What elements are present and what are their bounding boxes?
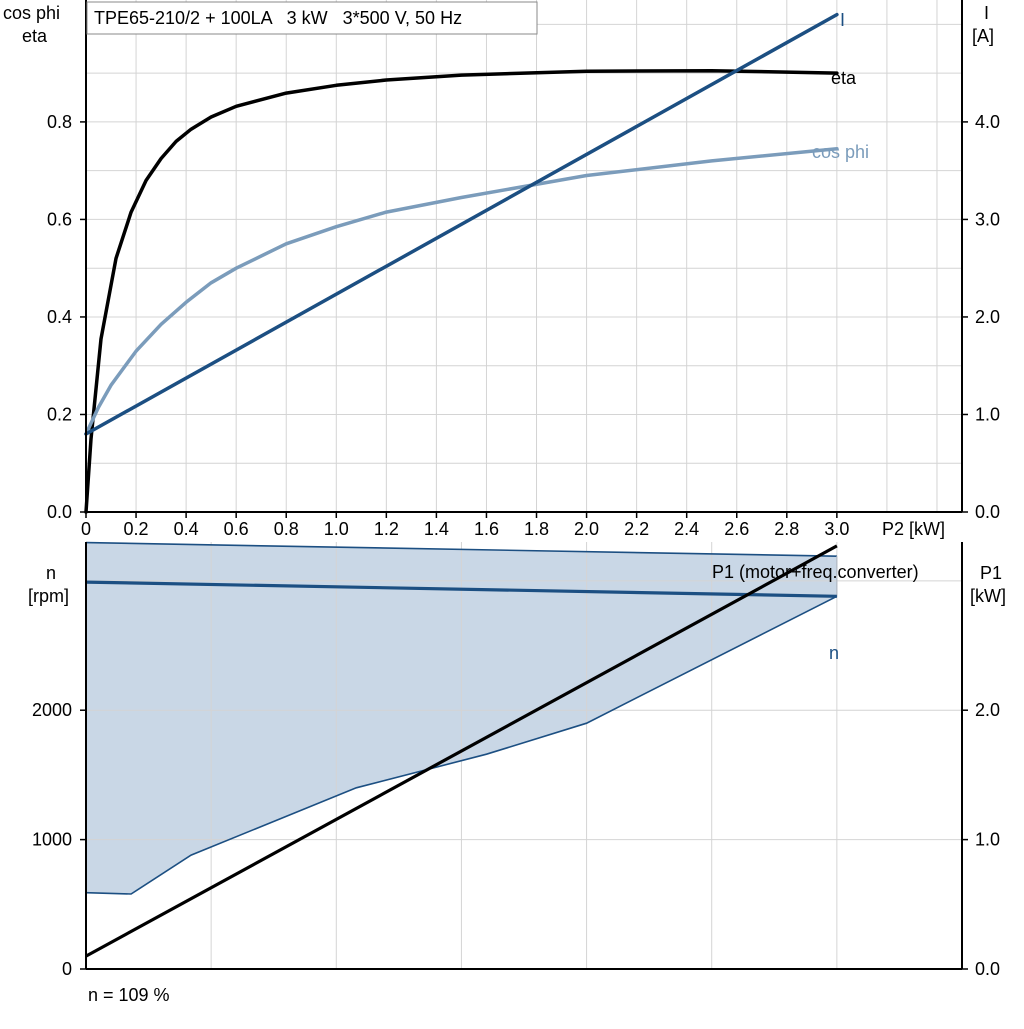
- bottom-left-tick-label: 0: [62, 959, 72, 979]
- top-right-tick-label: 1.0: [975, 404, 1000, 424]
- top-right-tick-label: 4.0: [975, 112, 1000, 132]
- top-x-axis-label: P2 [kW]: [882, 519, 945, 539]
- series-label-n: n: [829, 643, 839, 663]
- top-x-tick-label: 0.8: [274, 519, 299, 539]
- bottom-grid: [86, 542, 962, 969]
- series-label-eta: eta: [831, 68, 857, 88]
- top-right-tick-label: 3.0: [975, 209, 1000, 229]
- top-x-tick-label: 1.2: [374, 519, 399, 539]
- top-x-tick-label: 2.0: [574, 519, 599, 539]
- bottom-right-axis-label-unit: [kW]: [970, 586, 1006, 606]
- top-right-axis-label-i: I: [984, 3, 989, 23]
- series-line-eta: [84, 68, 839, 514]
- series-line-p1-motor-freq-converter: [85, 544, 838, 958]
- top-right-tick-label: 0.0: [975, 502, 1000, 522]
- series-label-p1: P1 (motor+freq.converter): [712, 562, 919, 582]
- top-x-tick-label: 1.8: [524, 519, 549, 539]
- top-x-tick-label: 0: [81, 519, 91, 539]
- bottom-left-tick-label: 2000: [32, 700, 72, 720]
- top-left-tick-label: 0.4: [47, 307, 72, 327]
- bottom-left-axis-label-unit: [rpm]: [28, 586, 69, 606]
- top-x-tick-label: 1.6: [474, 519, 499, 539]
- top-axes: [85, 0, 963, 513]
- top-left-axis-label-eta: eta: [22, 26, 48, 46]
- bottom-axes: [85, 542, 963, 970]
- top-chart-title: TPE65-210/2 + 100LA 3 kW 3*500 V, 50 Hz: [94, 8, 462, 28]
- top-x-tick-label: 0.2: [124, 519, 149, 539]
- top-title-box: [86, 1, 538, 35]
- top-x-tick-label: 2.6: [724, 519, 749, 539]
- top-x-tick-label: 2.8: [774, 519, 799, 539]
- top-x-tick-label: 0.4: [174, 519, 199, 539]
- operating-range-upper-edge: [85, 541, 837, 557]
- speed-percent-footnote: n = 109 %: [88, 985, 170, 1005]
- bottom-chart-speed-power: 0 1000 2000 0.0 1.0 2.0 n [rpm] P1 [kW] P1 (m…: [28, 541, 1006, 1005]
- series-line-n: [85, 580, 837, 598]
- bottom-right-tick-label: 2.0: [975, 700, 1000, 720]
- top-left-axis-label-cos-phi: cos phi: [3, 3, 60, 23]
- series-label-cos-phi: cos phi: [812, 142, 869, 162]
- bottom-right-tick-label: 0.0: [975, 959, 1000, 979]
- top-x-tick-label: 1.0: [324, 519, 349, 539]
- top-left-tick-label: 0.6: [47, 209, 72, 229]
- bottom-series-layer: [85, 541, 838, 958]
- operating-range-lower-edge: [85, 595, 838, 895]
- bottom-left-tick-label: 1000: [32, 830, 72, 850]
- top-chart-efficiency-current: 0 0.2 0.4 0.6 0.8 1.0 1.2 1.4 1.6 1.8 2.0 2.2 2.4 2.6…: [3, 0, 1000, 539]
- series-label-i: I: [840, 10, 845, 30]
- top-left-tick-label: 0.2: [47, 404, 72, 424]
- top-x-tick-label: 3.0: [824, 519, 849, 539]
- series-line-i: [84, 12, 839, 436]
- top-x-tick-label: 2.4: [674, 519, 699, 539]
- top-left-tick-label: 0.0: [47, 502, 72, 522]
- bottom-right-tick-label: 1.0: [975, 830, 1000, 850]
- bottom-right-axis-label-p1: P1: [980, 563, 1002, 583]
- bottom-tick-labels: 0 1000 2000 0.0 1.0 2.0: [32, 700, 1000, 979]
- top-right-axis-label-unit: [A]: [972, 26, 994, 46]
- top-left-tick-label: 0.8: [47, 112, 72, 132]
- top-x-tick-label: 1.4: [424, 519, 449, 539]
- top-x-tick-label: 0.6: [224, 519, 249, 539]
- top-x-tick-label: 2.2: [624, 519, 649, 539]
- top-right-tick-label: 2.0: [975, 307, 1000, 327]
- top-tick-labels: 0 0.2 0.4 0.6 0.8 1.0 1.2 1.4 1.6 1.8 2.0 2.2 2.4 2.6…: [47, 112, 1000, 539]
- top-series-layer: [84, 12, 839, 514]
- series-line-cos-phi: [84, 146, 839, 436]
- bottom-left-axis-label-n: n: [46, 563, 56, 583]
